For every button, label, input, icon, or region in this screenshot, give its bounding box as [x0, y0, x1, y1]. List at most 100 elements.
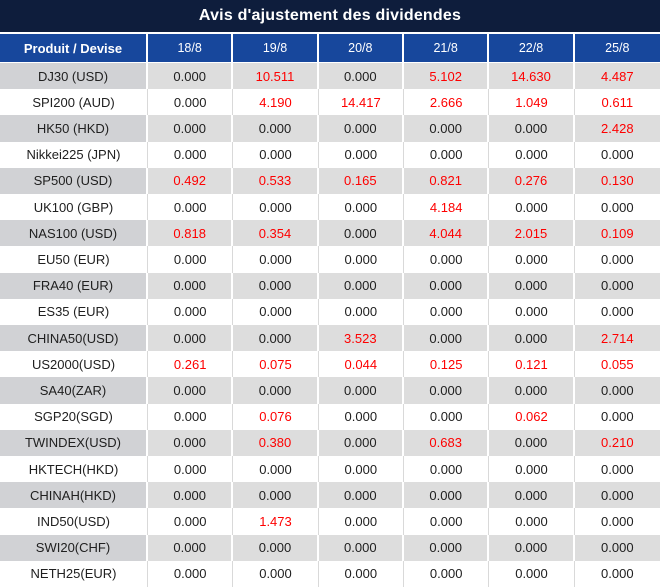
value-cell: 0.000	[233, 560, 319, 587]
value-cell: 0.000	[601, 278, 634, 294]
table-row: SPI200 (AUD) 0.000 4.190 14.417 2.666 1.049 0.…	[0, 89, 660, 116]
value-cell: 0.109	[601, 225, 634, 241]
dividend-table-grid: Produit / Devise 18/8 19/8 20/8 21/8 22/8 25/8…	[0, 34, 660, 587]
product-cell: NETH25(EUR)	[0, 560, 148, 587]
value-cell: 0.000	[233, 298, 319, 326]
value-cell: 0.000	[319, 534, 404, 561]
value-cell: 0.000	[233, 115, 319, 142]
value-cell: 0.000	[601, 461, 634, 477]
table-row: ES35 (EUR) 0.000 0.000 0.000 0.000 0.000 0.000	[0, 298, 660, 326]
table-row: IND50(USD) 0.000 1.473 0.000 0.000 0.000 0.000	[0, 508, 660, 535]
value-cell: 0.000	[319, 482, 404, 509]
product-cell: HK50 (HKD)	[0, 115, 148, 142]
value-cell: 0.000	[601, 383, 634, 399]
value-cell: 0.000	[233, 325, 319, 352]
value-cell: 0.533	[233, 167, 319, 195]
page-title: Avis d'ajustement des dividendes	[0, 0, 660, 34]
table-row: UK100 (GBP) 0.000 0.000 0.000 4.184 0.000 0.00…	[0, 194, 660, 221]
value-cell: 0.000	[404, 298, 490, 326]
value-cell: 0.000	[319, 246, 404, 273]
value-cell: 2.015	[489, 220, 575, 247]
value-cell: 0.000	[148, 456, 234, 483]
product-cell: CHINA50(USD)	[0, 325, 148, 352]
value-cell: 10.511	[233, 63, 319, 90]
date-column-header: 19/8	[233, 34, 319, 62]
table-row: HK50 (HKD) 0.000 0.000 0.000 0.000 0.000 2.428	[0, 115, 660, 142]
value-cell: 0.000	[489, 508, 575, 535]
product-column-header: Produit / Devise	[0, 34, 148, 62]
value-cell: 0.000	[148, 246, 234, 273]
table-row: SP500 (USD) 0.492 0.533 0.165 0.821 0.276 0.13…	[0, 167, 660, 195]
table-row: NETH25(EUR) 0.000 0.000 0.000 0.000 0.000 0.00…	[0, 560, 660, 587]
product-cell: ES35 (EUR)	[0, 298, 148, 326]
value-cell: 0.000	[489, 325, 575, 352]
value-cell: 2.714	[601, 330, 634, 346]
value-cell: 0.000	[319, 141, 404, 168]
value-cell: 0.000	[404, 403, 490, 430]
table-row: CHINA50(USD) 0.000 0.000 3.523 0.000 0.000 2.7…	[0, 325, 660, 352]
value-cell: 2.428	[601, 121, 634, 136]
product-cell: TWINDEX(USD)	[0, 429, 148, 457]
value-cell: 0.000	[319, 560, 404, 587]
value-cell: 0.261	[148, 351, 234, 378]
value-cell: 0.000	[489, 272, 575, 299]
value-cell: 0.000	[601, 540, 634, 556]
product-cell: IND50(USD)	[0, 508, 148, 535]
value-cell: 0.000	[233, 194, 319, 221]
value-cell: 0.000	[404, 560, 490, 587]
value-cell: 0.000	[319, 429, 404, 457]
table-row: HKTECH(HKD) 0.000 0.000 0.000 0.000 0.000 0.00…	[0, 456, 660, 483]
value-cell: 14.417	[319, 89, 404, 116]
date-column-header: 18/8	[148, 34, 234, 62]
value-cell: 0.000	[233, 456, 319, 483]
value-cell: 0.062	[489, 403, 575, 430]
value-cell: 0.000	[319, 298, 404, 326]
value-cell: 1.049	[489, 89, 575, 116]
value-cell: 0.821	[404, 167, 490, 195]
value-cell: 1.473	[233, 508, 319, 535]
value-cell: 0.000	[233, 272, 319, 299]
value-cell: 0.000	[404, 272, 490, 299]
value-cell: 0.000	[233, 534, 319, 561]
value-cell: 0.000	[404, 325, 490, 352]
value-cell: 0.000	[601, 566, 634, 582]
value-cell: 0.000	[148, 482, 234, 509]
value-cell: 0.130	[601, 173, 634, 189]
value-cell: 0.000	[233, 482, 319, 509]
value-cell: 0.210	[601, 435, 634, 451]
product-cell: CHINAH(HKD)	[0, 482, 148, 509]
value-cell: 0.000	[489, 429, 575, 457]
value-cell: 0.000	[489, 456, 575, 483]
table-row: US2000(USD) 0.261 0.075 0.044 0.125 0.121 0.05…	[0, 351, 660, 378]
value-cell: 0.000	[404, 482, 490, 509]
value-cell: 0.354	[233, 220, 319, 247]
value-cell: 0.000	[148, 508, 234, 535]
product-cell: EU50 (EUR)	[0, 246, 148, 273]
value-cell: 0.000	[148, 560, 234, 587]
value-cell: 0.000	[404, 508, 490, 535]
value-cell: 0.000	[148, 141, 234, 168]
value-cell: 14.630	[489, 63, 575, 90]
product-cell: FRA40 (EUR)	[0, 272, 148, 299]
table-row: NAS100 (USD) 0.818 0.354 0.000 4.044 2.015 0.1…	[0, 220, 660, 247]
value-cell: 0.000	[319, 115, 404, 142]
value-cell: 0.000	[148, 272, 234, 299]
product-cell: Nikkei225 (JPN)	[0, 141, 148, 168]
product-cell: UK100 (GBP)	[0, 194, 148, 221]
table-row: Nikkei225 (JPN) 0.000 0.000 0.000 0.000 0.000…	[0, 141, 660, 168]
value-cell: 0.000	[148, 298, 234, 326]
value-cell: 0.000	[489, 141, 575, 168]
value-cell: 0.000	[404, 246, 490, 273]
value-cell: 0.000	[148, 89, 234, 116]
value-cell: 0.000	[489, 560, 575, 587]
value-cell: 0.000	[319, 456, 404, 483]
table-row: CHINAH(HKD) 0.000 0.000 0.000 0.000 0.000 0.00…	[0, 482, 660, 509]
value-cell: 0.000	[404, 456, 490, 483]
value-cell: 0.000	[148, 115, 234, 142]
table-row: SGP20(SGD) 0.000 0.076 0.000 0.000 0.062 0.000	[0, 403, 660, 430]
table-row: TWINDEX(USD) 0.000 0.380 0.000 0.683 0.000 0.2…	[0, 429, 660, 457]
value-cell: 0.000	[148, 194, 234, 221]
value-cell: 0.000	[404, 141, 490, 168]
value-cell: 0.055	[601, 356, 634, 372]
